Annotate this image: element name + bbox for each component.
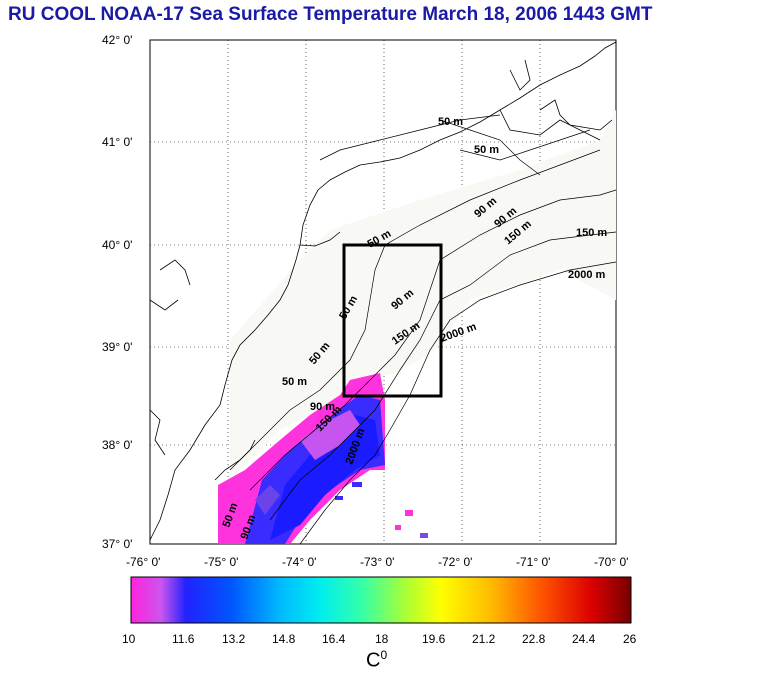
colorbar-tick: 16.4 [322,632,346,646]
contour-label: 50 m [438,116,463,128]
study-box [342,243,443,398]
units-label: C [366,649,381,672]
colorbar-units: C0 [366,648,387,673]
contour-label: 50 m [474,144,499,156]
colorbar-tick: 21.2 [472,632,496,646]
colorbar-ticks: 10 11.6 13.2 14.8 16.4 18 19.6 21.2 22.8… [122,632,637,646]
lat-label: 38° 0' [102,438,132,452]
lat-label: 39° 0' [102,340,132,354]
colorbar-tick: 24.4 [572,632,596,646]
contour-label: 150 m [576,227,607,239]
ocean-data-region [230,110,616,480]
latitude-labels: 42° 0' 41° 0' 40° 0' 39° 0' 38° 0' 37° 0… [102,33,132,551]
colorbar-tick: 26 [623,632,637,646]
lat-label: 37° 0' [102,537,132,551]
coastline [149,41,617,541]
longitude-labels: -76° 0' -75° 0' -74° 0' -73° 0' -72° 0' … [126,555,628,569]
bathymetry-contours [229,119,617,545]
lon-label: -73° 0' [360,555,394,569]
map-title: RU COOL NOAA-17 Sea Surface Temperature … [8,4,653,25]
lat-label: 40° 0' [102,238,132,252]
colorbar-tick: 19.6 [422,632,446,646]
colorbar-tick: 22.8 [522,632,546,646]
contour-label: 2000 m [568,269,606,281]
contour-label: 90 m [310,401,335,413]
lon-label: -74° 0' [282,555,316,569]
colorbar-tick: 10 [122,632,136,646]
lon-label: -71° 0' [516,555,550,569]
colorbar-tick: 18 [375,632,389,646]
colorbar-tick: 14.8 [272,632,296,646]
units-sup: 0 [380,648,388,662]
lon-label: -75° 0' [204,555,238,569]
lat-label: 42° 0' [102,33,132,47]
contour-label: 50 m [282,376,307,388]
lon-label: -72° 0' [438,555,472,569]
lat-label: 41° 0' [102,135,132,149]
colorbar-tick: 11.6 [172,632,195,646]
lon-label: -76° 0' [126,555,160,569]
colorbar [130,576,632,624]
lon-label: -70° 0' [594,555,628,569]
colorbar-tick: 13.2 [222,632,246,646]
